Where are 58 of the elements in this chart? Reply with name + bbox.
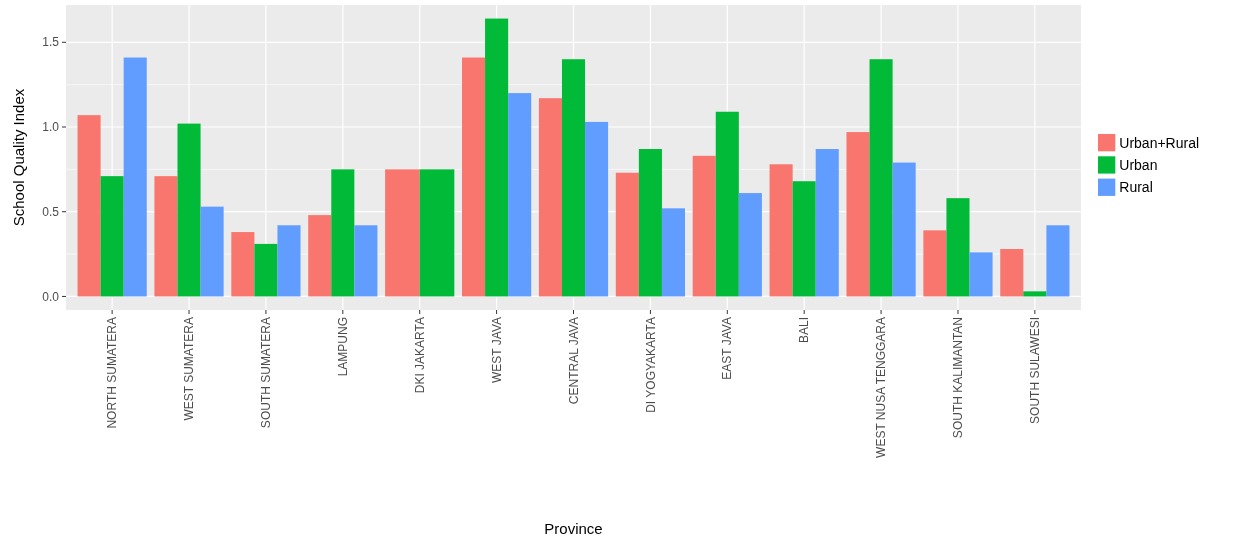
x-tick-label: SOUTH KALIMANTAN xyxy=(951,317,966,439)
bar xyxy=(615,172,639,297)
bar xyxy=(277,225,301,297)
bar xyxy=(1000,249,1024,297)
bar xyxy=(946,198,970,297)
bar xyxy=(100,176,124,297)
y-tick-label: 0.5 xyxy=(42,204,60,219)
y-tick-label: 1.0 xyxy=(42,120,60,135)
bar xyxy=(738,193,762,297)
bar xyxy=(969,252,993,297)
y-axis-title: School Quality Index xyxy=(10,88,27,227)
bar xyxy=(354,225,378,297)
bar xyxy=(869,59,893,297)
legend-label: Urban+Rural xyxy=(1119,134,1200,151)
bar xyxy=(923,230,947,297)
bar xyxy=(154,176,178,297)
bar xyxy=(254,243,278,297)
bar xyxy=(331,169,355,297)
x-tick-label: DI YOGYAKARTA xyxy=(643,317,658,413)
y-tick-label: 0.0 xyxy=(42,289,60,304)
bar xyxy=(462,57,486,297)
bar xyxy=(508,93,532,297)
bar xyxy=(308,215,332,297)
x-tick-label: LAMPUNG xyxy=(336,317,351,377)
bar xyxy=(815,149,839,297)
legend-label: Urban xyxy=(1119,156,1158,173)
bar xyxy=(792,181,816,297)
legend-label: Rural xyxy=(1119,179,1153,196)
x-tick-label: SOUTH SULAWESI xyxy=(1028,317,1043,424)
x-tick-label: WEST NUSA TENGGARA xyxy=(874,317,889,458)
bar xyxy=(561,59,586,297)
bar xyxy=(177,123,201,297)
x-tick-label: CENTRAL JAVA xyxy=(566,317,581,405)
x-axis-title: Province xyxy=(544,520,603,537)
bar xyxy=(892,162,916,297)
bar xyxy=(638,149,662,297)
bar xyxy=(77,115,101,297)
x-tick-label: DKI JAKARTA xyxy=(412,317,427,394)
bar xyxy=(585,121,609,297)
bar xyxy=(485,18,509,297)
x-tick-label: WEST SUMATERA xyxy=(182,317,197,421)
x-tick-label: WEST JAVA xyxy=(489,317,504,384)
bar xyxy=(1023,291,1047,297)
x-tick-label: BALI xyxy=(797,317,812,344)
bar xyxy=(661,208,685,297)
bar xyxy=(538,98,562,297)
x-tick-label: NORTH SUMATERA xyxy=(105,317,120,429)
y-tick-label: 1.5 xyxy=(42,35,60,50)
bar xyxy=(1046,225,1070,297)
bar xyxy=(846,132,870,297)
x-tick-label: SOUTH SUMATERA xyxy=(259,317,274,429)
bar xyxy=(715,111,739,297)
bar xyxy=(769,164,793,297)
x-tick-label: EAST JAVA xyxy=(720,317,735,380)
bar xyxy=(200,206,224,297)
bar xyxy=(231,232,255,297)
bar xyxy=(123,57,147,297)
bar xyxy=(692,155,716,297)
